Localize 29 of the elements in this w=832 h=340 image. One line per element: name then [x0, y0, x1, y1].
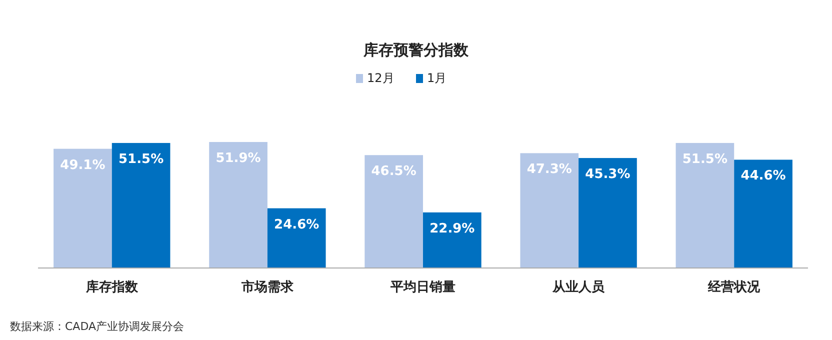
legend-label: 1月 — [427, 71, 447, 85]
bar — [54, 148, 112, 268]
bar — [112, 142, 170, 268]
chart-title: 库存预警分指数 — [362, 41, 470, 59]
x-tick-label: 库存指数 — [84, 279, 139, 295]
data-label: 51.5% — [118, 152, 164, 167]
x-tick-label: 市场需求 — [240, 279, 294, 295]
bar — [676, 142, 734, 268]
legend-label: 12月 — [367, 71, 394, 85]
source-note: 数据来源：CADA产业协调发展分会 — [10, 320, 184, 333]
x-tick-label: 平均日销量 — [390, 280, 456, 295]
bar — [520, 153, 579, 268]
data-label: 49.1% — [60, 158, 106, 173]
data-label: 22.9% — [430, 221, 475, 236]
x-tick-label: 从业人员 — [552, 280, 606, 295]
bar — [423, 212, 482, 268]
data-label: 47.3% — [526, 162, 572, 178]
data-label: 51.9% — [216, 151, 261, 166]
data-label: 46.5% — [371, 164, 416, 180]
bar — [209, 142, 268, 268]
data-label: 44.6% — [740, 168, 786, 184]
data-label: 51.5% — [682, 152, 728, 167]
data-label: 45.3% — [585, 167, 630, 182]
x-tick-label: 经营状况 — [707, 279, 762, 295]
data-label: 24.6% — [274, 217, 320, 232]
bar — [578, 158, 637, 268]
bar — [364, 155, 423, 268]
bar — [267, 208, 326, 268]
bar — [734, 160, 792, 268]
